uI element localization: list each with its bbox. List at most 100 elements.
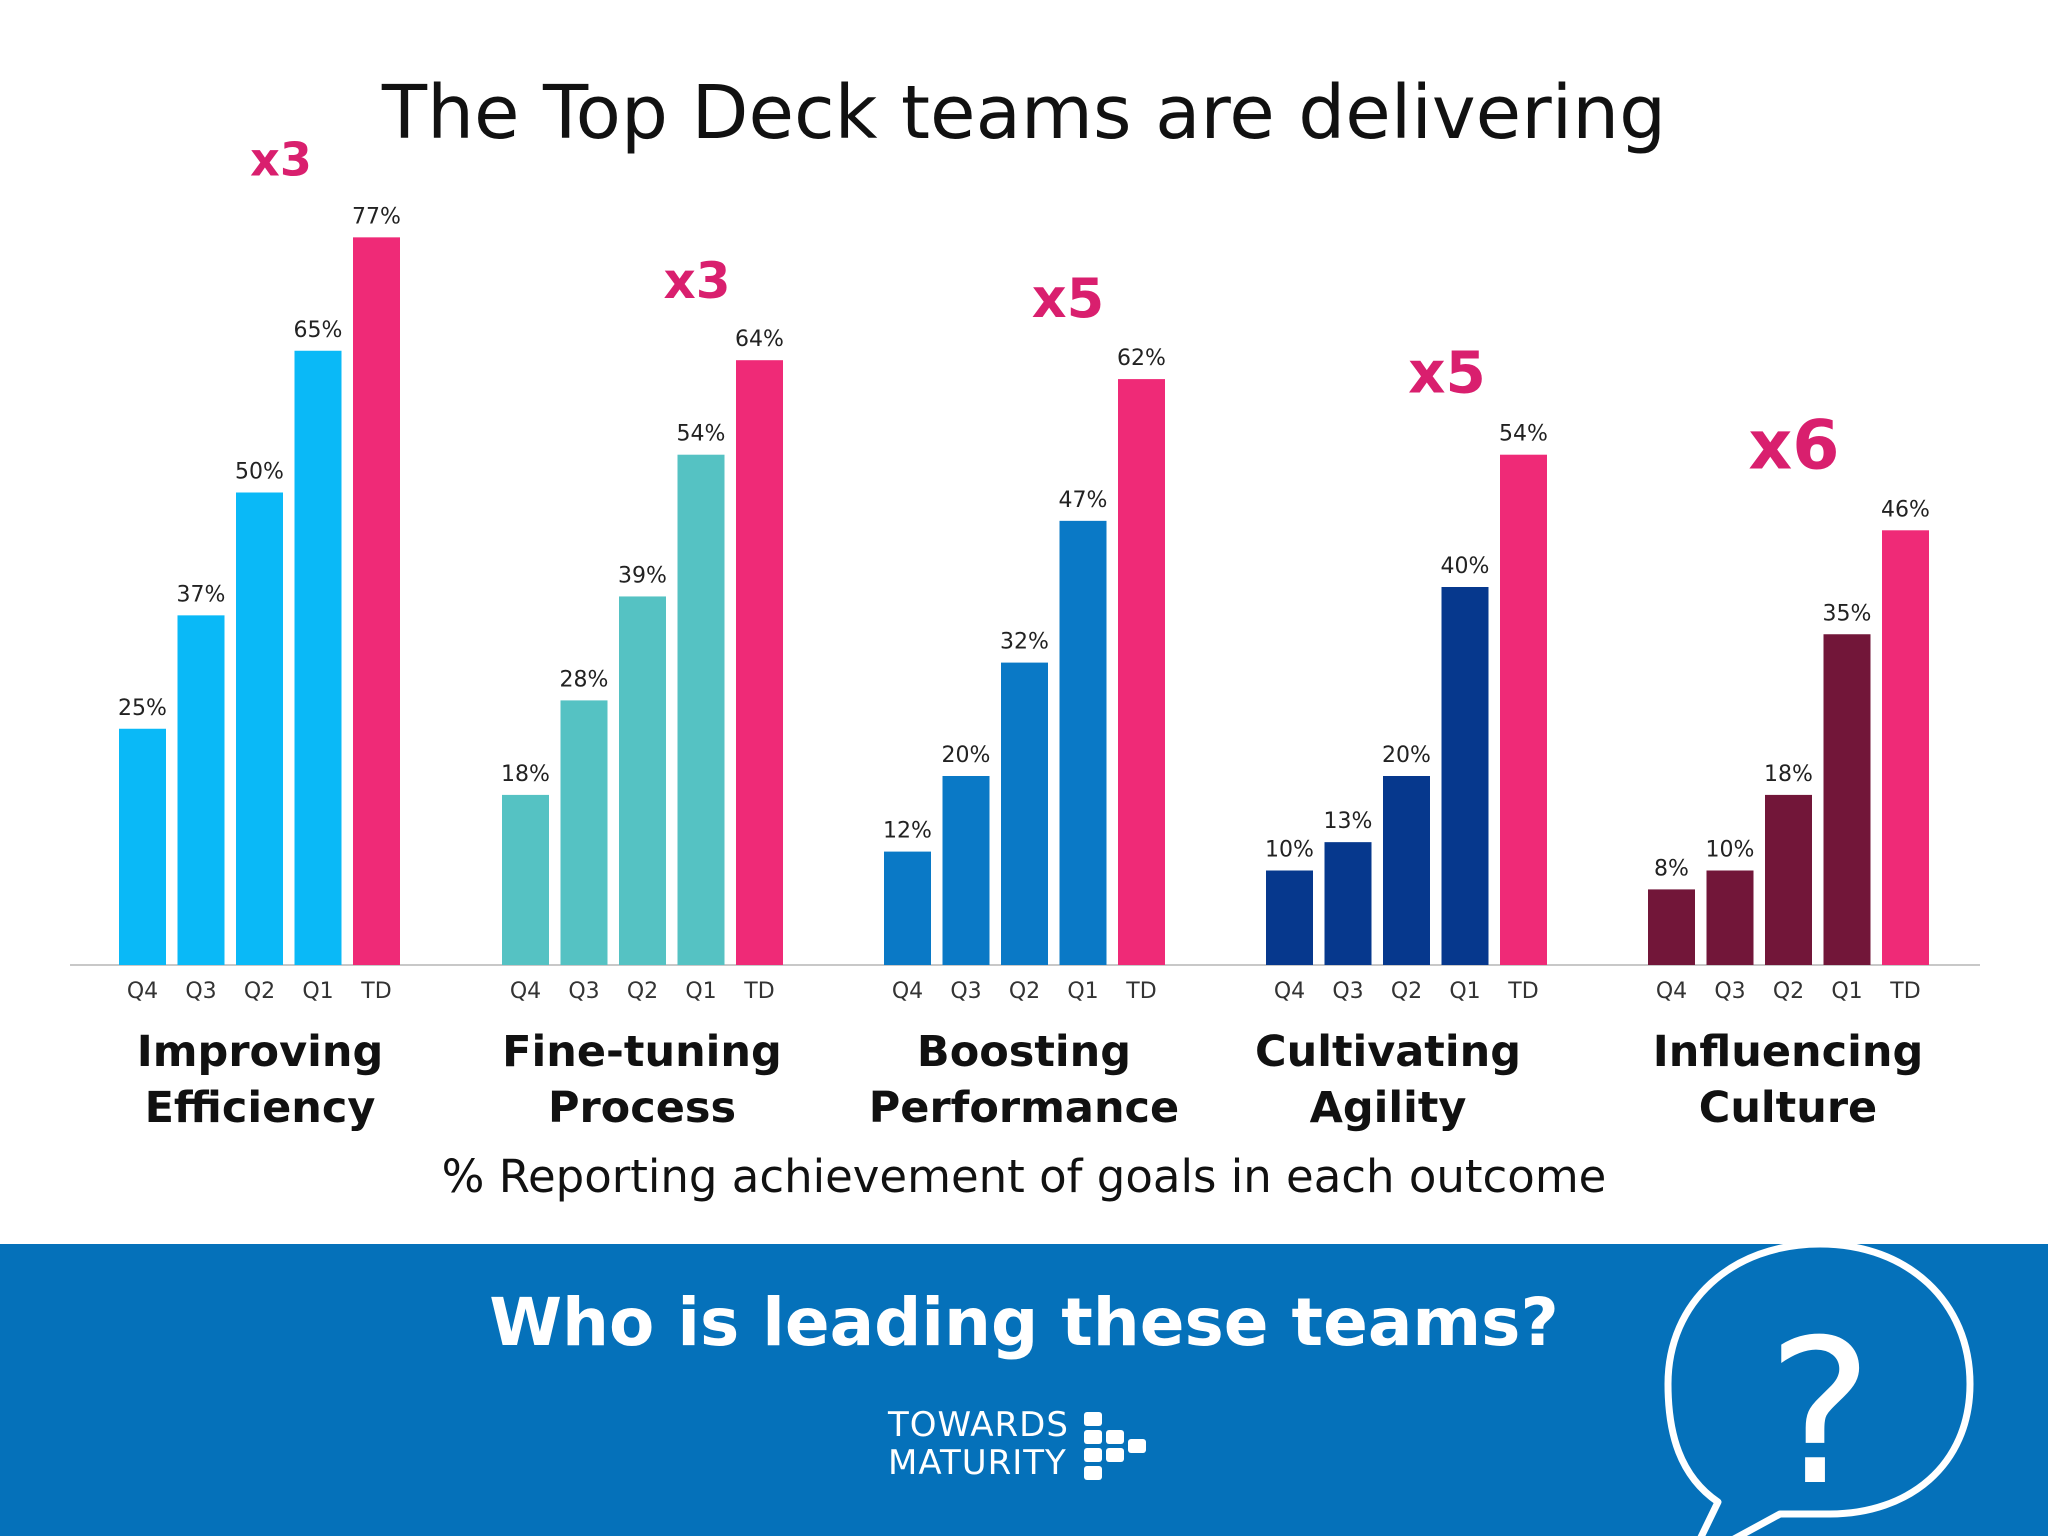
group-label-boosting-performance: Boosting Performance (854, 1024, 1194, 1136)
data-label: 20% (1382, 743, 1431, 768)
group-label-line1: Influencing (1652, 1027, 1924, 1077)
data-label: 28% (560, 667, 609, 692)
data-label: 8% (1654, 856, 1689, 881)
tick-label: Q2 (1391, 979, 1422, 1004)
group-label-influencing-culture: Influencing Culture (1618, 1024, 1958, 1136)
logo-line1: TOWARDS (888, 1405, 1069, 1445)
bar (942, 776, 990, 965)
tick-label: Q3 (185, 979, 216, 1004)
data-label: 46% (1881, 497, 1930, 522)
multiplier-annotation: x5 (1032, 267, 1104, 330)
tick-label: Q1 (302, 979, 333, 1004)
logo-line2: MATURITY (888, 1443, 1067, 1483)
group-label-line1: Improving (136, 1027, 384, 1077)
chart-subtitle: % Reporting achievement of goals in each… (441, 1150, 1607, 1203)
data-label: 32% (1000, 630, 1049, 655)
bar (294, 350, 342, 965)
tick-label: TD (1125, 979, 1156, 1004)
bar (236, 492, 283, 965)
data-label: 10% (1265, 838, 1314, 863)
group-label-line2: Agility (1309, 1083, 1467, 1133)
tick-label: Q3 (568, 979, 599, 1004)
data-label: 25% (118, 696, 167, 721)
bar (1648, 889, 1695, 965)
bar (1441, 587, 1489, 965)
group-label-line2: Process (547, 1083, 737, 1133)
slide-title: The Top Deck teams are delivering (381, 70, 1667, 156)
tick-label: Q4 (892, 979, 923, 1004)
bar (1706, 870, 1754, 965)
tick-label: Q2 (244, 979, 275, 1004)
bar (884, 851, 931, 965)
multiplier-annotation: x6 (1748, 406, 1839, 485)
data-label: 64% (735, 327, 784, 352)
bar (177, 615, 225, 965)
bar (502, 794, 549, 965)
tick-label: Q2 (1009, 979, 1040, 1004)
bar (1059, 520, 1107, 965)
data-label: 40% (1441, 554, 1490, 579)
multiplier-annotation: x3 (250, 132, 312, 186)
data-label: 18% (1764, 762, 1813, 787)
data-label: 54% (1499, 422, 1548, 447)
data-label: 54% (677, 422, 726, 447)
group-label-line2: Performance (868, 1083, 1180, 1133)
data-label: 37% (177, 582, 226, 607)
tick-label: Q1 (1067, 979, 1098, 1004)
question-mark: ? (1767, 1297, 1873, 1530)
tick-label: Q4 (510, 979, 541, 1004)
group-label-line2: Efficiency (144, 1083, 376, 1133)
data-label: 20% (942, 743, 991, 768)
tick-label: Q3 (1714, 979, 1745, 1004)
data-label: 47% (1059, 488, 1108, 513)
bar (1823, 634, 1871, 965)
group-label-line2: Culture (1698, 1083, 1878, 1133)
multiplier-annotation: x3 (663, 252, 730, 310)
bar (1500, 454, 1547, 965)
tick-label: Q2 (1773, 979, 1804, 1004)
group-label-fine-tuning-process: Fine-tuning Process (472, 1024, 812, 1136)
bar-chart: 25% Q4 37% Q3 50% Q2 65% Q1 77% TD x3 18% Q4 28% Q3 39%… (70, 132, 1980, 1004)
tick-label: Q3 (1332, 979, 1363, 1004)
group-label-line1: Cultivating (1255, 1027, 1521, 1077)
group-label-improving-efficiency: Improving Efficiency (90, 1024, 430, 1136)
tick-label: TD (743, 979, 774, 1004)
tick-label: Q4 (1656, 979, 1687, 1004)
bar (560, 700, 608, 965)
data-label: 18% (501, 762, 550, 787)
bar (1882, 530, 1929, 965)
bar (1383, 776, 1430, 965)
bar (619, 596, 666, 965)
footer-question: Who is leading these teams? (489, 1284, 1559, 1361)
tick-label: Q1 (685, 979, 716, 1004)
logo-text: TOWARDS MATURITY (888, 1406, 1069, 1482)
data-label: 10% (1706, 838, 1755, 863)
speech-bubble-question-icon: ? (1664, 1244, 1974, 1536)
tick-label: Q1 (1831, 979, 1862, 1004)
bar (736, 360, 783, 965)
bar (119, 728, 166, 965)
tick-label: Q4 (127, 979, 158, 1004)
bar (677, 454, 725, 965)
group-label-line1: Fine-tuning (502, 1027, 782, 1077)
logo-squares-icon (1084, 1412, 1146, 1480)
tick-label: Q3 (950, 979, 981, 1004)
bar (1001, 662, 1048, 965)
data-label: 13% (1324, 809, 1373, 834)
data-label: 39% (618, 563, 667, 588)
data-label: 12% (883, 819, 932, 844)
data-label: 62% (1117, 346, 1166, 371)
data-label: 65% (294, 318, 343, 343)
tick-label: TD (360, 979, 391, 1004)
data-label: 35% (1823, 601, 1872, 626)
bar (1266, 870, 1313, 965)
bar (1324, 842, 1372, 965)
bar (353, 237, 400, 966)
tick-label: Q1 (1449, 979, 1480, 1004)
group-label-cultivating-agility: Cultivating Agility (1218, 1024, 1558, 1136)
footer-band: Who is leading these teams? TOWARDS MATU… (0, 1244, 2048, 1536)
multiplier-annotation: x5 (1408, 339, 1486, 407)
tick-label: TD (1889, 979, 1920, 1004)
data-label: 50% (235, 460, 284, 485)
group-label-line1: Boosting (916, 1027, 1132, 1077)
